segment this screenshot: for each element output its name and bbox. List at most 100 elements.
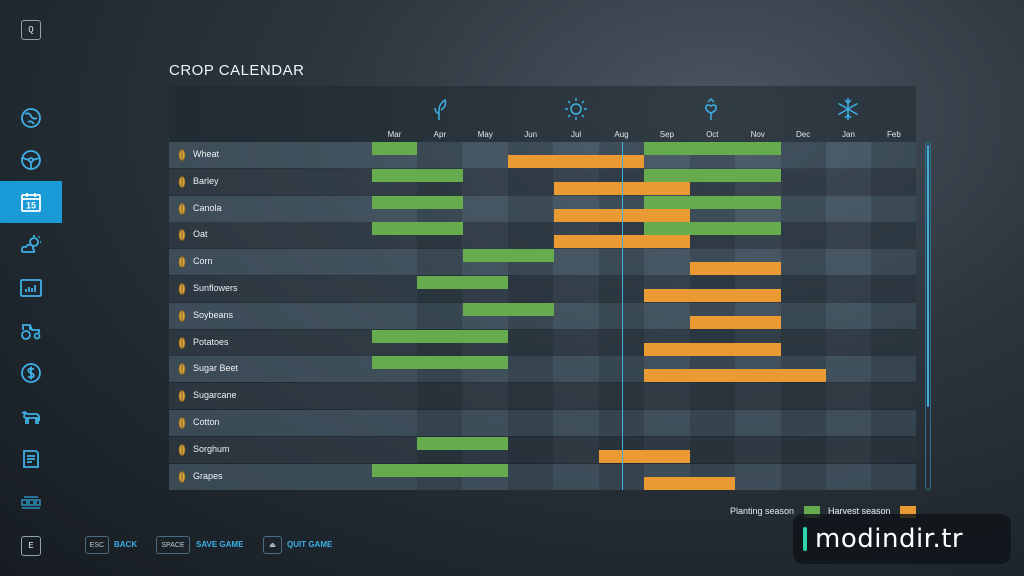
month-column-shade [780, 302, 826, 330]
month-column-shade [780, 249, 826, 276]
save-game-button[interactable]: SAVE GAME [196, 540, 244, 549]
prev-page-key[interactable]: Q [21, 20, 41, 40]
planting-season-bar [644, 195, 781, 209]
crop-calendar-panel: Mar Apr May Jun Jul Aug Sep Oct Nov Dec Jan Feb Whe… [169, 86, 916, 490]
crop-name: Grapes [193, 470, 223, 481]
scrollbar-thumb[interactable] [927, 145, 929, 407]
crop-row-sorghum: Sorghum [169, 436, 916, 464]
planting-season-bar [417, 276, 509, 289]
back-button[interactable]: BACK [114, 540, 138, 549]
month-label-oct: Oct [706, 130, 719, 139]
crop-name: Oat [193, 229, 208, 240]
harvest-season-bar [644, 476, 736, 490]
winter-snowflake-icon [835, 96, 861, 122]
month-column-shade [508, 222, 554, 250]
weather-icon [20, 235, 41, 253]
corn-icon [175, 255, 189, 269]
space-key[interactable]: SPACE [156, 536, 190, 554]
legend-harvest-label: Harvest season [828, 506, 891, 516]
month-column-shade [871, 276, 916, 303]
crop-row-cotton: Cotton [169, 410, 916, 437]
month-column-shade [689, 436, 735, 464]
month-column-shade [599, 463, 644, 490]
calendar-day-label: 15 [26, 201, 36, 211]
month-label-mar: Mar [387, 130, 402, 139]
esc-key[interactable]: ESC [85, 536, 109, 554]
month-column-shade [417, 142, 463, 169]
autumn-leaf-icon [698, 96, 724, 122]
sidebar-item-calendar[interactable]: 15 [0, 181, 62, 223]
contracts-icon [23, 450, 39, 468]
crop-name: Sorghum [193, 443, 230, 454]
month-column-shade [780, 410, 826, 437]
crop-name: Sugar Beet [193, 363, 239, 374]
month-column-shade [689, 383, 735, 410]
watermark-text: modindir.tr [815, 524, 964, 554]
crop-name: Barley [193, 175, 219, 186]
quit-key[interactable]: ⏏ [263, 536, 282, 554]
calendar-scrollbar[interactable] [925, 142, 931, 490]
sidebar-item-shop[interactable] [0, 309, 62, 351]
crop-name: Potatoes [193, 336, 229, 347]
month-column-shade [780, 383, 826, 410]
harvest-season-bar [689, 315, 781, 329]
planting-season-bar [372, 356, 509, 370]
sidebar-item-map[interactable] [0, 97, 62, 139]
month-label-jun: Jun [524, 130, 538, 139]
sidebar-item-contracts[interactable] [0, 438, 62, 480]
month-column-shade [599, 410, 644, 437]
sunflower-icon [175, 282, 189, 296]
month-label-jan: Jan [842, 130, 855, 139]
month-column-shade [508, 276, 554, 303]
crop-name: Corn [193, 256, 213, 267]
planting-season-bar [644, 142, 781, 155]
next-page-key[interactable]: E [21, 536, 41, 556]
crop-name: Sunflowers [193, 283, 238, 293]
crop-row-wheat: Wheat [169, 142, 916, 169]
month-column-shade [508, 329, 554, 357]
harvest-season-bar [508, 155, 645, 168]
month-label-nov: Nov [750, 130, 765, 139]
sidebar-item-vehicles[interactable] [0, 139, 62, 181]
month-column-shade [417, 249, 463, 276]
quit-game-button[interactable]: QUIT GAME [287, 540, 333, 549]
month-column-shade [780, 168, 826, 196]
month-column-shade [871, 249, 916, 276]
sidebar-item-finances[interactable] [0, 352, 62, 394]
sidebar-item-animals[interactable] [0, 395, 62, 437]
harvest-season-bar [644, 369, 826, 383]
month-label-apr: Apr [433, 130, 447, 139]
month-column-shade [508, 383, 554, 410]
month-column-shade [508, 436, 554, 464]
calendar-header: Mar Apr May Jun Jul Aug Sep Oct Nov Dec Jan Feb [169, 86, 916, 142]
month-column-shade [780, 436, 826, 464]
crop-row-sugar-beet: Sugar Beet [169, 356, 916, 384]
crop-row-sunflowers: Sunflowers [169, 276, 916, 303]
sorghum-icon [175, 443, 189, 457]
harvest-season-bar [644, 289, 781, 302]
dollar-icon [21, 363, 41, 383]
planting-season-bar [372, 168, 463, 182]
statistics-icon [20, 279, 42, 297]
crop-name: Sugarcane [193, 390, 237, 401]
crop-row-grapes: Grapes [169, 463, 916, 490]
cotton-icon [175, 416, 189, 430]
cow-icon [21, 410, 40, 424]
month-column-shade [871, 436, 916, 464]
crop-row-canola: Canola [169, 195, 916, 223]
sidebar-item-weather[interactable] [0, 224, 62, 266]
month-column-shade [780, 276, 826, 303]
crop-row-potatoes: Potatoes [169, 329, 916, 357]
sidebar-item-production[interactable] [0, 480, 62, 522]
sidebar-item-statistics[interactable] [0, 267, 62, 309]
month-column-shade [780, 142, 826, 169]
month-column-shade [780, 195, 826, 223]
month-column-shade [417, 383, 463, 410]
month-column-shade [780, 463, 826, 490]
month-label-feb: Feb [886, 130, 901, 139]
crop-row-soybeans: Soybeans [169, 302, 916, 330]
spring-sprout-icon [427, 96, 453, 122]
planting-season-bar [462, 249, 554, 263]
month-column-shade [508, 168, 554, 196]
planting-season-bar [644, 168, 781, 182]
